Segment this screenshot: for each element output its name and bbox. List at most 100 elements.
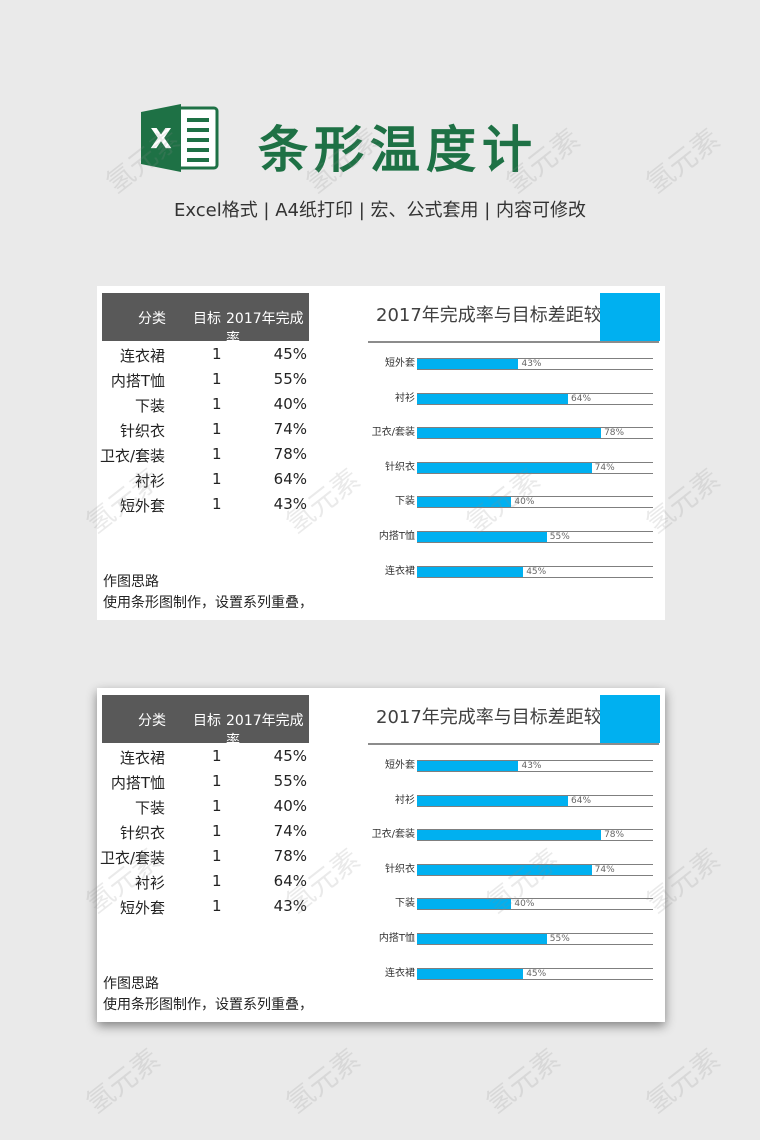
table-row: 短外套 1 43%: [97, 894, 317, 919]
completion-bar: [417, 393, 569, 404]
bar-value-label: 74%: [594, 462, 615, 473]
target-bar: [417, 760, 653, 772]
chart-divider: [368, 743, 659, 745]
cell-rate: 55%: [273, 772, 307, 790]
table-row: 衬衫 1 64%: [97, 869, 317, 894]
table-row: 卫衣/套装 1 78%: [97, 442, 317, 467]
cell-target: 1: [212, 370, 222, 388]
cell-rate: 45%: [273, 345, 307, 363]
chart-bar-row: 卫衣/套装 78%: [362, 829, 665, 843]
bar-value-label: 55%: [549, 934, 570, 944]
chart-accent-block: [600, 695, 660, 743]
cell-category: 连衣裙: [119, 347, 165, 365]
completion-bar: [417, 968, 524, 979]
cell-rate: 74%: [273, 822, 307, 840]
column-header-category: 分类: [138, 713, 166, 729]
notes-heading: 作图思路: [103, 976, 159, 992]
notes-text: 使用条形图制作，设置系列重叠，: [103, 595, 313, 611]
bar-chart: 2017年完成率与目标差距较大 短外套 43% 衬衫 64% 卫衣/套装 78% 针织衣 74…: [362, 286, 665, 620]
chart-divider: [368, 341, 659, 343]
cell-rate: 78%: [273, 445, 307, 463]
cell-target: 1: [212, 395, 222, 413]
cell-rate: 40%: [273, 797, 307, 815]
chart-bar-row: 卫衣/套装 78%: [362, 427, 665, 441]
cell-target: 1: [212, 345, 222, 363]
cell-category: 卫衣/套装: [99, 849, 165, 867]
cell-category: 连衣裙: [119, 749, 165, 767]
column-header-rate: 2017年完成率: [226, 713, 304, 749]
bar-category-label: 内搭T恤: [378, 531, 415, 542]
cell-category: 内搭T恤: [110, 372, 165, 390]
table-row: 连衣裙 1 45%: [97, 342, 317, 367]
chart-bar-row: 内搭T恤 55%: [362, 531, 665, 545]
bar-value-label: 43%: [521, 359, 542, 369]
cell-target: 1: [212, 872, 222, 890]
cell-category: 内搭T恤: [110, 774, 165, 792]
cell-target: 1: [212, 747, 222, 765]
bar-category-label: 内搭T恤: [378, 933, 415, 944]
chart-bar-row: 针织衣 74%: [362, 863, 665, 878]
bar-category-label: 下装: [395, 496, 415, 508]
chart-bar-row: 连衣裙 45%: [362, 967, 665, 982]
target-bar: [417, 427, 653, 440]
cell-target: 1: [212, 822, 222, 840]
cell-rate: 64%: [273, 470, 307, 488]
page-title: 条形温度计: [258, 121, 538, 179]
table-row: 下装 1 40%: [97, 794, 317, 819]
cell-rate: 64%: [273, 872, 307, 890]
notes: 作图思路 使用条形图制作，设置系列重叠，: [103, 974, 313, 1016]
table-row: 针织衣 1 74%: [97, 417, 317, 442]
completion-bar: [417, 934, 547, 944]
cell-rate: 78%: [273, 847, 307, 865]
chart-bar-row: 连衣裙 45%: [362, 565, 665, 580]
completion-bar: [417, 830, 602, 841]
bar-category-label: 卫衣/套装: [371, 829, 415, 841]
table-row: 衬衫 1 64%: [97, 467, 317, 492]
completion-bar: [417, 864, 592, 875]
chart-bar-row: 下装 40%: [362, 496, 665, 510]
bar-category-label: 衬衫: [395, 392, 415, 404]
table-row: 内搭T恤 1 55%: [97, 769, 317, 794]
cell-category: 短外套: [119, 899, 165, 917]
target-bar: [417, 392, 653, 405]
bar-value-label: 43%: [521, 761, 542, 771]
cell-target: 1: [212, 470, 222, 488]
bar-category-label: 短外套: [385, 760, 415, 771]
cell-target: 1: [212, 445, 222, 463]
cell-target: 1: [212, 797, 222, 815]
svg-text:X: X: [150, 122, 172, 155]
table-row: 针织衣 1 74%: [97, 819, 317, 844]
table-header: 分类 目标 2017年完成率: [102, 293, 309, 347]
column-header-target: 目标: [193, 713, 221, 729]
cell-target: 1: [212, 420, 222, 438]
cell-category: 针织衣: [119, 824, 165, 842]
target-bar: [417, 829, 653, 842]
spreadsheet-preview-1: 分类 目标 2017年完成率 连衣裙 1 45% 内搭T恤 1 55% 下装 1 40% 针织衣 1…: [97, 286, 665, 620]
bar-value-label: 64%: [571, 393, 592, 404]
target-bar: [417, 898, 653, 911]
table-row: 短外套 1 43%: [97, 492, 317, 517]
watermark-text: 氢元素: [279, 1042, 367, 1121]
completion-bar: [417, 462, 592, 473]
bar-category-label: 连衣裙: [385, 565, 415, 577]
table-row: 内搭T恤 1 55%: [97, 367, 317, 392]
bar-category-label: 短外套: [385, 358, 415, 369]
target-bar: [417, 358, 653, 370]
chart-bar-row: 针织衣 74%: [362, 461, 665, 476]
page-header: X 条形温度计 Excel格式 | A4纸打印 | 宏、公式套用 | 内容可修改: [0, 0, 760, 270]
completion-bar: [417, 428, 602, 439]
cell-rate: 40%: [273, 395, 307, 413]
completion-bar: [417, 532, 547, 542]
cell-rate: 43%: [273, 897, 307, 915]
completion-bar: [417, 795, 569, 806]
bar-value-label: 74%: [594, 864, 615, 875]
bar-category-label: 衬衫: [395, 794, 415, 806]
bar-value-label: 40%: [514, 497, 535, 508]
chart-bar-row: 短外套 43%: [362, 760, 665, 774]
chart-title: 2017年完成率与目标差距较大: [376, 305, 620, 326]
target-bar: [417, 461, 653, 474]
target-bar: [417, 967, 653, 980]
target-bar: [417, 496, 653, 509]
column-header-category: 分类: [138, 311, 166, 327]
target-bar: [417, 863, 653, 876]
